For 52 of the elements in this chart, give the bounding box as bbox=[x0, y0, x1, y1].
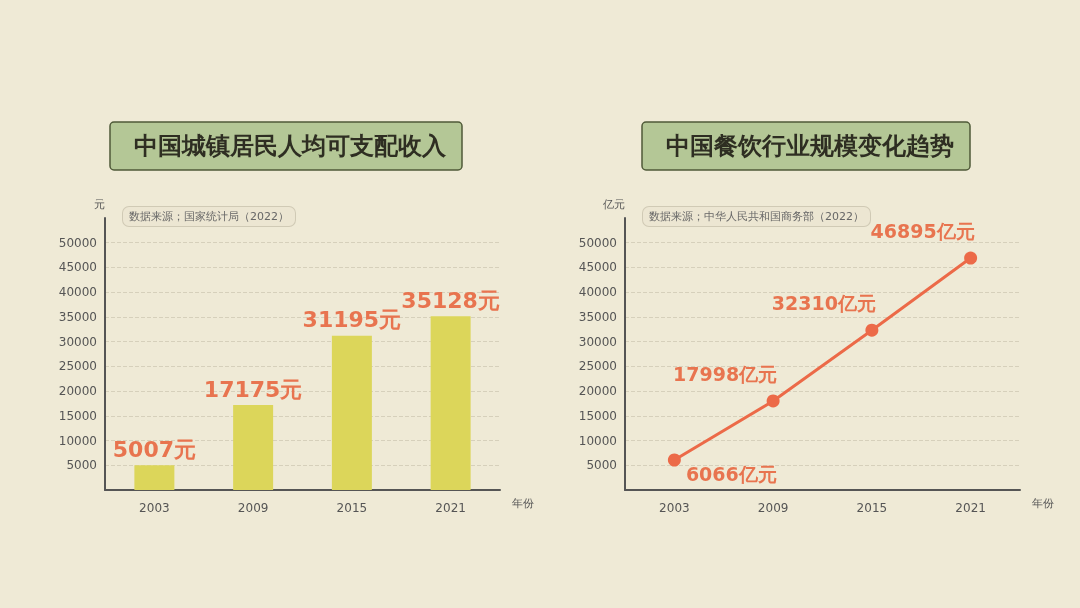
y-tick-label: 50000 bbox=[58, 235, 97, 250]
y-tick-label: 15000 bbox=[58, 408, 97, 423]
data-label: 32310亿元 bbox=[771, 292, 876, 315]
y-tick-label: 25000 bbox=[578, 359, 617, 374]
x-tick-label: 2009 bbox=[757, 501, 789, 515]
bar bbox=[233, 405, 274, 490]
x-tick-label: 2003 bbox=[659, 501, 690, 515]
y-tick-label: 30000 bbox=[578, 334, 617, 349]
y-tick-label: 45000 bbox=[578, 260, 617, 275]
y-tick-label: 20000 bbox=[578, 384, 617, 399]
y-tick-label: 10000 bbox=[578, 433, 617, 448]
y-tick-label: 15000 bbox=[578, 408, 617, 423]
chart-title: 中国餐饮行业规模变化趋势 bbox=[666, 132, 954, 160]
bar bbox=[430, 316, 471, 490]
x-tick-label: 2021 bbox=[435, 501, 466, 515]
y-tick-label: 5000 bbox=[586, 458, 617, 473]
y-tick-label: 20000 bbox=[58, 384, 97, 399]
y-tick-label: 35000 bbox=[58, 309, 97, 324]
data-label: 17175元 bbox=[203, 376, 303, 402]
data-label: 17998亿元 bbox=[673, 362, 778, 385]
y-tick-label: 50000 bbox=[578, 235, 617, 250]
data-label: 46895亿元 bbox=[870, 220, 975, 243]
y-tick-label: 40000 bbox=[578, 285, 617, 300]
y-tick-label: 45000 bbox=[58, 260, 97, 275]
data-label: 6066亿元 bbox=[685, 463, 777, 485]
point bbox=[667, 453, 681, 467]
data-label: 35128元 bbox=[401, 287, 500, 313]
x-tick-label: 2015 bbox=[856, 501, 888, 515]
y-tick-label: 10000 bbox=[58, 433, 97, 448]
x-axis-title: 年份 bbox=[512, 497, 534, 510]
y-tick-label: 5000 bbox=[66, 458, 97, 473]
y-axis-title: 元 bbox=[94, 198, 105, 211]
point bbox=[964, 251, 978, 265]
annotation: 数据来源；国家统计局（2022） bbox=[129, 210, 289, 223]
y-axis-title: 亿元 bbox=[602, 198, 625, 211]
bar bbox=[134, 465, 175, 490]
y-tick-label: 40000 bbox=[58, 285, 97, 300]
x-tick-label: 2015 bbox=[336, 501, 368, 515]
point bbox=[865, 323, 879, 337]
x-tick-label: 2003 bbox=[139, 501, 170, 515]
x-tick-label: 2009 bbox=[237, 501, 269, 515]
y-tick-label: 30000 bbox=[58, 334, 97, 349]
bar bbox=[331, 335, 372, 490]
y-tick-label: 35000 bbox=[578, 309, 617, 324]
data-label: 31195元 bbox=[302, 307, 402, 333]
annotation: 数据来源；中华人民共和国商务部（2022） bbox=[649, 210, 864, 223]
y-tick-label: 25000 bbox=[58, 359, 97, 374]
x-axis-title: 年份 bbox=[1032, 497, 1054, 510]
data-label: 5007元 bbox=[112, 436, 196, 462]
x-tick-label: 2021 bbox=[955, 501, 986, 515]
point bbox=[766, 394, 780, 408]
chart-title: 中国城镇居民人均可支配收入 bbox=[134, 132, 447, 160]
